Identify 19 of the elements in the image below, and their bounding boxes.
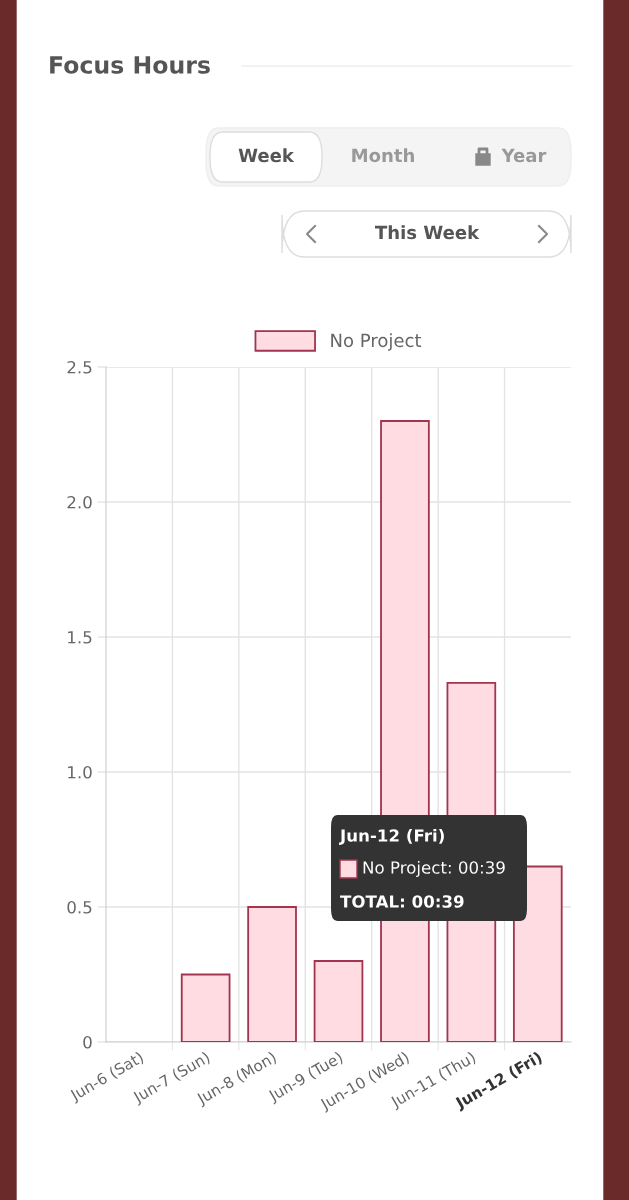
bar	[247, 906, 297, 1042]
text: Year	[501, 148, 547, 163]
y-tick-label: 1.5	[68, 631, 92, 644]
annotation: Jun-12 (Fri)	[339, 828, 444, 845]
bar	[180, 973, 231, 1042]
y-tick-label: 1.0	[68, 765, 92, 779]
bar	[512, 865, 563, 1042]
text: Month	[352, 148, 414, 163]
annotation: TOTAL: 00:39	[340, 895, 464, 908]
y-tick-label: 0.5	[67, 900, 92, 914]
y-tick-label: 2.5	[67, 360, 92, 374]
text: Week	[238, 148, 295, 163]
annotation: No Project: 00:39	[363, 860, 505, 878]
text: This Week	[375, 225, 480, 240]
y-tick-label: 2.0	[67, 495, 92, 509]
legend-label: No Project	[331, 333, 422, 351]
y-tick-label: 0	[83, 1035, 92, 1049]
chart-title: Focus Hours	[50, 56, 210, 74]
bar	[313, 960, 364, 1042]
